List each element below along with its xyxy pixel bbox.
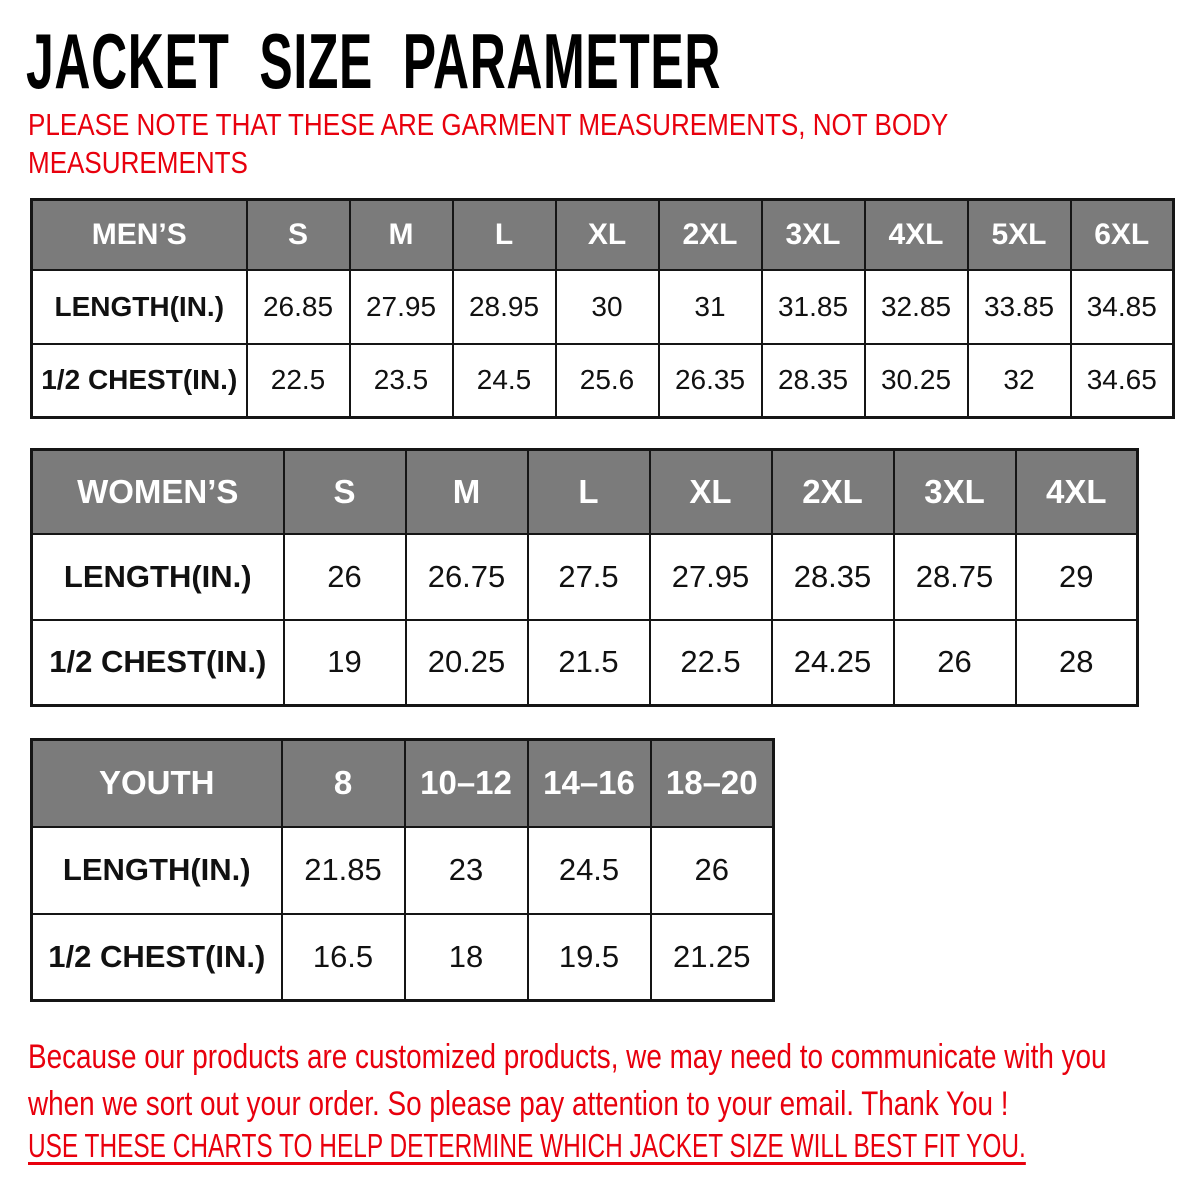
col-header-l: L xyxy=(451,198,557,271)
cell-value: 26 xyxy=(892,618,1017,707)
col-header-2xl: 2XL xyxy=(770,448,895,535)
cell-value: 26.75 xyxy=(404,532,529,621)
cell-value: 27.95 xyxy=(348,268,454,345)
col-header-8: 8 xyxy=(280,738,406,828)
col-header-l: L xyxy=(526,448,651,535)
cell-value: 27.95 xyxy=(648,532,773,621)
womens-header-row: WOMEN’S S M L XL 2XL 3XL 4XL xyxy=(30,448,1139,535)
cell-value: 19.5 xyxy=(526,912,652,1002)
cell-value: 19 xyxy=(282,618,407,707)
col-header-s: S xyxy=(245,198,351,271)
womens-length-row: LENGTH(IN.) 26 26.75 27.5 27.95 28.35 28… xyxy=(30,532,1139,621)
page-title: JACKET SIZE PARAMETER xyxy=(26,17,722,105)
col-header-5xl: 5XL xyxy=(966,198,1072,271)
row-label-length: LENGTH(IN.) xyxy=(30,825,283,915)
youth-length-row: LENGTH(IN.) 21.85 23 24.5 26 xyxy=(30,825,775,915)
cell-value: 20.25 xyxy=(404,618,529,707)
notice-line-1: Because our products are customized prod… xyxy=(28,1038,1107,1076)
mens-length-row: LENGTH(IN.) 26.85 27.95 28.95 30 31 31.8… xyxy=(30,268,1175,345)
cell-value: 33.85 xyxy=(966,268,1072,345)
mens-table-title: MEN’S xyxy=(30,198,248,271)
col-header-3xl: 3XL xyxy=(760,198,866,271)
cell-value: 26 xyxy=(649,825,775,915)
cell-value: 21.5 xyxy=(526,618,651,707)
col-header-4xl: 4XL xyxy=(863,198,969,271)
garment-measurement-note: PLEASE NOTE THAT THESE ARE GARMENT MEASU… xyxy=(28,106,1124,182)
cell-value: 24.5 xyxy=(451,342,557,419)
cell-value: 30 xyxy=(554,268,660,345)
cell-value: 22.5 xyxy=(648,618,773,707)
cell-value: 34.85 xyxy=(1069,268,1175,345)
cell-value: 26.85 xyxy=(245,268,351,345)
col-header-3xl: 3XL xyxy=(892,448,1017,535)
col-header-m: M xyxy=(404,448,529,535)
youth-size-table: YOUTH 8 10–12 14–16 18–20 LENGTH(IN.) 21… xyxy=(30,738,775,1002)
cell-value: 29 xyxy=(1014,532,1139,621)
row-label-chest: 1/2 CHEST(IN.) xyxy=(30,912,283,1002)
col-header-6xl: 6XL xyxy=(1069,198,1175,271)
col-header-xl: XL xyxy=(648,448,773,535)
womens-chest-row: 1/2 CHEST(IN.) 19 20.25 21.5 22.5 24.25 … xyxy=(30,618,1139,707)
womens-table-title: WOMEN’S xyxy=(30,448,285,535)
cell-value: 32.85 xyxy=(863,268,969,345)
use-charts-instruction: USE THESE CHARTS TO HELP DETERMINE WHICH… xyxy=(28,1127,1026,1164)
row-label-chest: 1/2 CHEST(IN.) xyxy=(30,618,285,707)
cell-value: 28.35 xyxy=(760,342,866,419)
col-header-2xl: 2XL xyxy=(657,198,763,271)
cell-value: 21.25 xyxy=(649,912,775,1002)
cell-value: 28 xyxy=(1014,618,1139,707)
cell-value: 27.5 xyxy=(526,532,651,621)
cell-value: 23 xyxy=(403,825,529,915)
cell-value: 28.95 xyxy=(451,268,557,345)
cell-value: 34.65 xyxy=(1069,342,1175,419)
youth-header-row: YOUTH 8 10–12 14–16 18–20 xyxy=(30,738,775,828)
row-label-length: LENGTH(IN.) xyxy=(30,532,285,621)
youth-chest-row: 1/2 CHEST(IN.) 16.5 18 19.5 21.25 xyxy=(30,912,775,1002)
note-line-2: MEASUREMENTS xyxy=(28,145,248,180)
row-label-length: LENGTH(IN.) xyxy=(30,268,248,345)
cell-value: 22.5 xyxy=(245,342,351,419)
col-header-14-16: 14–16 xyxy=(526,738,652,828)
mens-header-row: MEN’S S M L XL 2XL 3XL 4XL 5XL 6XL xyxy=(30,198,1175,271)
notice-line-2: when we sort out your order. So please p… xyxy=(28,1085,1009,1123)
cell-value: 24.5 xyxy=(526,825,652,915)
cell-value: 28.35 xyxy=(770,532,895,621)
cell-value: 25.6 xyxy=(554,342,660,419)
cell-value: 23.5 xyxy=(348,342,454,419)
col-header-s: S xyxy=(282,448,407,535)
cell-value: 26 xyxy=(282,532,407,621)
youth-table-title: YOUTH xyxy=(30,738,283,828)
col-header-10-12: 10–12 xyxy=(403,738,529,828)
cell-value: 31.85 xyxy=(760,268,866,345)
col-header-m: M xyxy=(348,198,454,271)
cell-value: 26.35 xyxy=(657,342,763,419)
cell-value: 28.75 xyxy=(892,532,1017,621)
cell-value: 16.5 xyxy=(280,912,406,1002)
col-header-xl: XL xyxy=(554,198,660,271)
note-line-1: PLEASE NOTE THAT THESE ARE GARMENT MEASU… xyxy=(28,107,949,142)
cell-value: 18 xyxy=(403,912,529,1002)
womens-size-table: WOMEN’S S M L XL 2XL 3XL 4XL LENGTH(IN.)… xyxy=(30,448,1139,707)
col-header-4xl: 4XL xyxy=(1014,448,1139,535)
cell-value: 32 xyxy=(966,342,1072,419)
cell-value: 31 xyxy=(657,268,763,345)
cell-value: 21.85 xyxy=(280,825,406,915)
row-label-chest: 1/2 CHEST(IN.) xyxy=(30,342,248,419)
col-header-18-20: 18–20 xyxy=(649,738,775,828)
customization-notice: Because our products are customized prod… xyxy=(28,1034,1200,1128)
cell-value: 24.25 xyxy=(770,618,895,707)
mens-chest-row: 1/2 CHEST(IN.) 22.5 23.5 24.5 25.6 26.35… xyxy=(30,342,1175,419)
mens-size-table: MEN’S S M L XL 2XL 3XL 4XL 5XL 6XL LENGT… xyxy=(30,198,1175,419)
cell-value: 30.25 xyxy=(863,342,969,419)
